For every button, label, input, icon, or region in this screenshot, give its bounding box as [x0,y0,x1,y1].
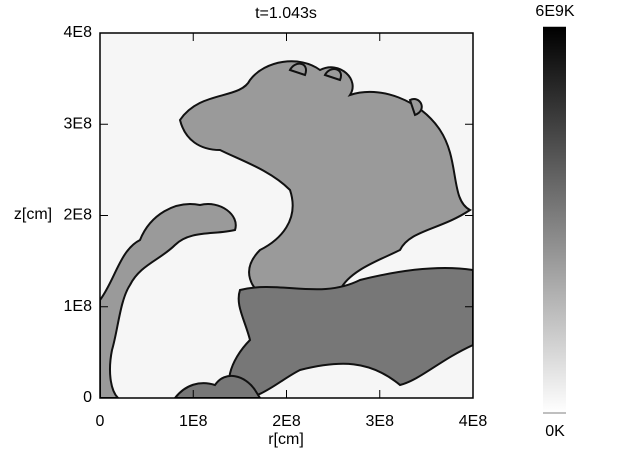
chart-title: t=1.043s [255,5,317,22]
y-tick-label: 3E8 [64,115,93,132]
y-axis-label: z[cm] [14,206,52,223]
field-region [228,267,473,398]
field-image [100,60,473,398]
colorbar-tick-label: 6E9K [535,3,574,20]
field-region [178,60,472,306]
x-tick-label: 3E8 [366,413,395,430]
colorbar-tick-label: 0K [545,423,565,440]
field-region [100,203,237,398]
y-tick-label: 2E8 [64,207,93,224]
y-tick-label: 4E8 [64,24,93,41]
x-tick-label: 1E8 [179,413,208,430]
y-tick-label: 0 [83,389,92,406]
colorbar [543,27,566,413]
x-tick-label: 4E8 [459,413,488,430]
x-tick-label: 0 [96,413,105,430]
field-region [288,62,423,117]
y-tick-label: 1E8 [64,298,93,315]
x-axis-label: r[cm] [268,431,304,448]
field-region [173,375,262,398]
x-tick-label: 2E8 [272,413,301,430]
